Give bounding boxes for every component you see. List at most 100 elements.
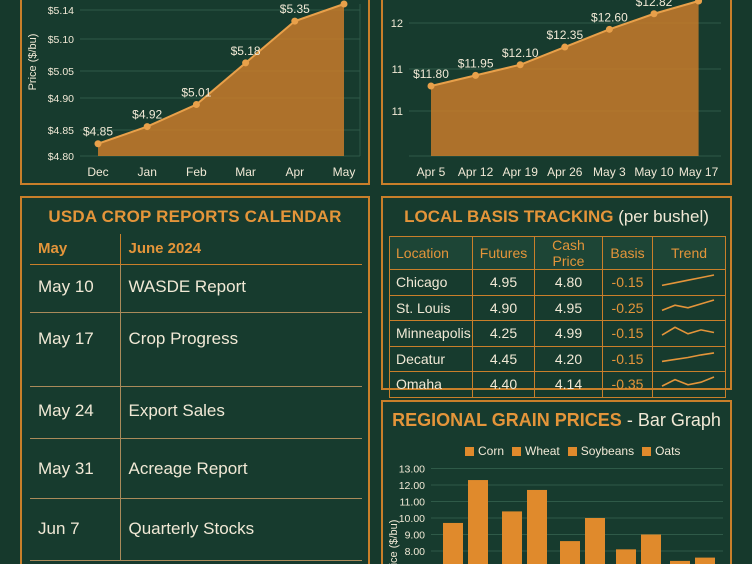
- legend-label: Corn: [478, 444, 505, 458]
- calendar-row[interactable]: May 31 Acreage Report: [30, 438, 362, 499]
- bar: [670, 560, 690, 564]
- basis-futures: 4.45: [472, 345, 535, 372]
- legend-swatch: [465, 447, 474, 456]
- x-tick-label: Apr: [285, 165, 304, 179]
- regional-legend: Corn Wheat Soybeans Oats: [465, 444, 680, 458]
- x-tick-label: Apr 12: [458, 165, 494, 179]
- basis-trend: [652, 345, 726, 372]
- basis-trend: [652, 294, 726, 321]
- basis-futures: 4.25: [472, 320, 535, 347]
- area-fill: [98, 4, 344, 156]
- y-tick-label: 11.00: [400, 497, 426, 509]
- basis-location: Omaha: [389, 371, 473, 398]
- calendar-row[interactable]: May 17 Crop Progress: [30, 312, 362, 387]
- basis-location: Chicago: [389, 269, 473, 296]
- calendar-header-row: May June 2024: [30, 234, 362, 265]
- bar: [443, 522, 463, 564]
- legend-swatch: [512, 447, 522, 456]
- bar: [502, 511, 522, 564]
- trend-sparkline: [661, 376, 715, 387]
- basis-value: -0.15: [602, 320, 653, 347]
- basis-location: St. Louis: [389, 294, 473, 321]
- bar: [641, 534, 661, 564]
- sparkline: [661, 273, 715, 286]
- calendar-date: May 10: [30, 264, 121, 313]
- y-tick-label: $5.10: [48, 34, 74, 46]
- bar: [527, 489, 547, 564]
- weekly-price-chart-panel: 11 11 12 $11.80 $11.95 $12.10 $12.35 $12.60 $12.…: [381, 0, 732, 185]
- legend-swatch: [567, 447, 577, 456]
- calendar-date: May 17: [30, 312, 121, 387]
- x-tick-label: Apr 5: [417, 165, 446, 179]
- basis-value: -0.35: [602, 371, 653, 398]
- calendar-header-period: June 2024: [120, 234, 362, 265]
- x-tick-label: Dec: [87, 165, 108, 179]
- data-point: [94, 140, 102, 148]
- calendar-title: USDA CROP REPORTS CALENDAR: [48, 207, 342, 226]
- basis-row[interactable]: Omaha 4.40 4.14 -0.35: [389, 371, 726, 398]
- basis-value: -0.25: [602, 294, 653, 321]
- y-tick-label: $5.05: [48, 66, 74, 78]
- data-label: $11.95: [458, 56, 494, 70]
- data-label: $11.80: [413, 67, 449, 81]
- bar: [585, 518, 605, 564]
- basis-row[interactable]: Decatur 4.45 4.20 -0.15: [389, 345, 726, 372]
- data-label: $5.35: [280, 2, 310, 16]
- legend-item-wheat: Wheat: [512, 444, 560, 458]
- series-line: [97, 3, 345, 145]
- x-tick-label: May 3: [593, 165, 626, 179]
- y-axis-label: Price ($/bu): [388, 520, 400, 564]
- calendar-row[interactable]: May 10 WASDE Report: [30, 264, 362, 313]
- data-label: $12.60: [591, 10, 628, 24]
- data-label: $12.82: [636, 0, 673, 9]
- calendar-date: May 31: [30, 438, 121, 499]
- data-point: [472, 71, 480, 79]
- legend-item-corn: Corn: [465, 444, 504, 458]
- trend-sparkline: [661, 326, 715, 336]
- calendar-report: WASDE Report: [120, 264, 362, 313]
- basis-table: Location Futures Cash Price Basis Trend …: [389, 236, 726, 398]
- regional-chart-title: REGIONAL GRAIN PRICES: [392, 410, 622, 430]
- calendar-report: Export Sales: [120, 386, 362, 439]
- basis-title-line: LOCAL BASIS TRACKING (per bushel): [383, 207, 730, 227]
- y-tick-label: $5.14: [48, 5, 74, 17]
- data-label: $12.10: [502, 46, 539, 60]
- x-tick-label: Apr 26: [547, 165, 583, 179]
- calendar-report: Quarterly Stocks: [120, 498, 362, 561]
- basis-row[interactable]: St. Louis 4.90 4.95 -0.25: [389, 294, 726, 321]
- basis-row[interactable]: Minneapolis 4.25 4.99 -0.15: [389, 320, 726, 347]
- basis-row[interactable]: Chicago 4.95 4.80 -0.15: [389, 269, 726, 296]
- basis-futures: 4.90: [472, 294, 535, 321]
- sparkline: [661, 326, 715, 336]
- futures-price-chart: $4.80 $4.85 $4.90 $5.05 $5.10 $5.14 $4.85 $4.92…: [27, 0, 361, 179]
- calendar-date: Jun 7: [30, 498, 121, 561]
- basis-title: LOCAL BASIS TRACKING: [404, 207, 614, 226]
- calendar-row[interactable]: May 24 Export Sales: [30, 386, 362, 439]
- bar: [468, 480, 488, 564]
- legend-label: Soybeans: [580, 444, 635, 458]
- crop-reports-calendar-panel: USDA CROP REPORTS CALENDAR May June 2024…: [20, 196, 370, 564]
- basis-value: -0.15: [602, 269, 653, 296]
- legend-item-oats: Oats: [642, 444, 680, 458]
- data-point: [605, 25, 613, 33]
- sparkline: [661, 376, 715, 387]
- data-point: [143, 123, 151, 131]
- x-tick-label: Apr 19: [503, 165, 539, 179]
- data-label: $12.35: [546, 28, 583, 42]
- basis-header-row: Location Futures Cash Price Basis Trend: [389, 236, 726, 270]
- calendar-row[interactable]: Jun 7 Quarterly Stocks: [30, 498, 362, 561]
- regional-chart-subtitle: - Bar Graph: [626, 410, 721, 430]
- y-tick-label: 10.00: [399, 513, 425, 525]
- x-tick-label: Feb: [186, 165, 207, 179]
- basis-trend: [652, 320, 726, 347]
- futures-price-chart-panel: $4.80 $4.85 $4.90 $5.05 $5.10 $5.14 $4.85 $4.92…: [20, 0, 370, 185]
- y-axis-label: Price ($/bu): [27, 34, 39, 91]
- calendar-report: Acreage Report: [120, 438, 362, 499]
- regional-grain-prices-panel: REGIONAL GRAIN PRICES - Bar Graph Corn W…: [381, 400, 732, 564]
- basis-header-futures: Futures: [472, 236, 535, 270]
- basis-cash-price: 4.99: [534, 320, 603, 347]
- basis-location: Minneapolis: [389, 320, 473, 347]
- y-tick-label: 11: [392, 64, 403, 76]
- y-tick-label: 9.00: [405, 530, 426, 542]
- basis-header-cash: Cash Price: [534, 236, 603, 270]
